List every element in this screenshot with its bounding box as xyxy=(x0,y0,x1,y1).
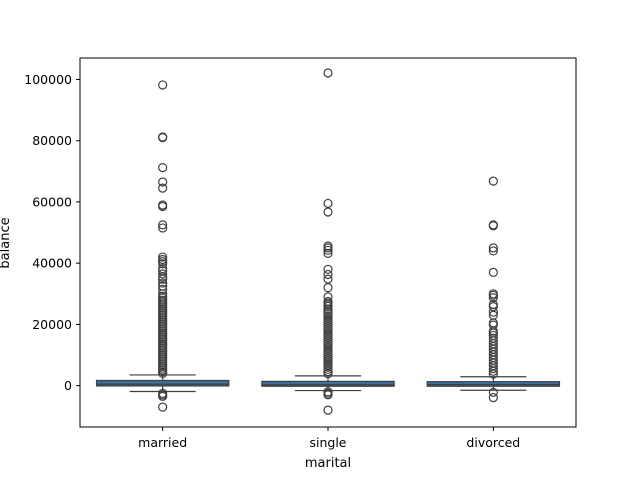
outlier-point xyxy=(323,304,333,314)
outlier-point xyxy=(488,366,498,376)
outlier-point xyxy=(488,176,498,186)
box-iqr xyxy=(95,379,230,387)
outlier-point xyxy=(488,307,498,317)
outlier-point xyxy=(158,163,168,173)
outlier-point xyxy=(158,252,168,262)
outlier-point xyxy=(488,221,498,231)
outlier-point xyxy=(158,402,168,412)
x-tick-label: divorced xyxy=(466,435,520,450)
box-iqr xyxy=(261,380,395,387)
outlier-point xyxy=(323,245,333,255)
box-iqr xyxy=(426,381,561,387)
outlier-point xyxy=(323,405,333,415)
outlier-point xyxy=(158,177,168,187)
outlier-point xyxy=(158,223,168,233)
plot-layer xyxy=(95,68,561,415)
outlier-point xyxy=(158,269,168,279)
outlier-point xyxy=(488,293,498,303)
y-tick-label: 80000 xyxy=(32,133,72,148)
outlier-point xyxy=(323,68,333,78)
y-tick-label: 40000 xyxy=(32,256,72,271)
y-tick-label: 0 xyxy=(64,378,72,393)
outlier-point xyxy=(323,283,333,293)
outlier-point xyxy=(488,387,498,397)
y-axis-label: balance xyxy=(0,217,13,268)
x-tick-label: single xyxy=(309,435,346,450)
outlier-point xyxy=(323,243,333,253)
box-group-single xyxy=(261,68,395,415)
y-tick-label: 60000 xyxy=(32,194,72,209)
y-tick-label: 100000 xyxy=(24,72,72,87)
outlier-point xyxy=(158,220,168,230)
x-axis-label: marital xyxy=(305,456,351,471)
box-group-divorced xyxy=(426,176,561,403)
outlier-point xyxy=(323,390,333,400)
outlier-point xyxy=(158,278,168,288)
outlier-point xyxy=(323,369,333,379)
outlier-point xyxy=(323,207,333,217)
outlier-point xyxy=(488,290,498,300)
outlier-point xyxy=(158,391,168,401)
outlier-point xyxy=(158,284,168,294)
outlier-point xyxy=(158,274,168,284)
outlier-point xyxy=(158,201,168,212)
outlier-point xyxy=(323,301,333,311)
outlier-point xyxy=(323,269,333,280)
outlier-point xyxy=(323,248,333,258)
outlier-point xyxy=(488,369,498,379)
y-tick-label: 20000 xyxy=(32,317,72,332)
outlier-point xyxy=(488,363,498,374)
outlier-point xyxy=(323,264,333,274)
x-tick-label: married xyxy=(138,435,187,450)
outlier-point xyxy=(158,133,168,143)
outlier-point xyxy=(158,183,168,193)
outlier-point xyxy=(488,267,498,277)
outlier-point xyxy=(158,368,168,379)
outlier-point xyxy=(158,259,168,269)
outlier-point xyxy=(488,393,498,403)
x-axis-ticks: married single divorced xyxy=(138,427,520,450)
outlier-point xyxy=(488,246,498,256)
outlier-point xyxy=(488,243,498,253)
outlier-point xyxy=(158,80,168,90)
box-group-married xyxy=(95,80,230,412)
y-axis-ticks: 0 20000 40000 60000 80000 100000 xyxy=(24,72,80,393)
